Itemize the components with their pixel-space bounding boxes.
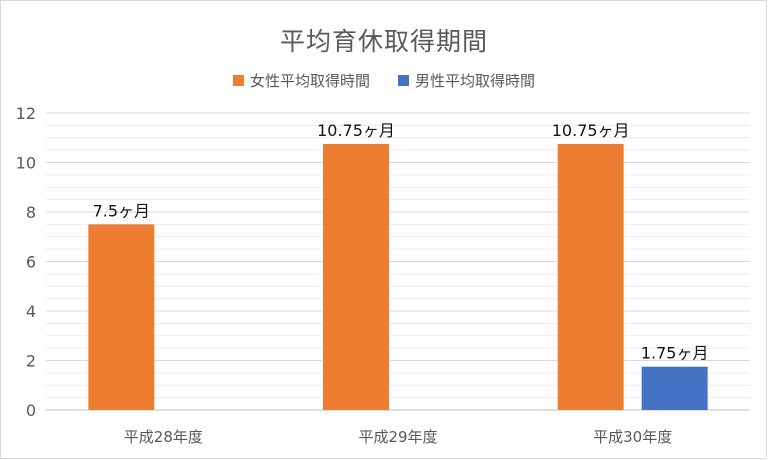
legend-item-male: 男性平均取得時間: [398, 70, 535, 91]
bar: [323, 143, 389, 410]
bar: [88, 224, 155, 410]
legend-label-female: 女性平均取得時間: [249, 72, 370, 90]
y-tick-label: 2: [26, 352, 36, 371]
x-category-label: 平成28年度: [124, 428, 203, 446]
chart-title: 平均育休取得期間: [279, 27, 488, 56]
legend-item-female: 女性平均取得時間: [232, 70, 370, 91]
bar: [641, 366, 708, 410]
bar: [557, 143, 624, 410]
x-category-label: 平成30年度: [593, 428, 672, 446]
y-tick-label: 4: [26, 302, 36, 321]
y-tick-label: 10: [16, 154, 36, 173]
data-label: 10.75ヶ月: [317, 121, 395, 140]
data-label: 10.75ヶ月: [552, 121, 630, 140]
y-tick-label: 12: [16, 104, 36, 123]
data-label: 7.5ヶ月: [93, 201, 150, 220]
legend-swatch-female: [232, 75, 244, 86]
legend: 女性平均取得時間 男性平均取得時間: [0, 70, 768, 91]
y-tick-label: 8: [26, 203, 36, 222]
x-category-label: 平成29年度: [358, 428, 437, 446]
data-label: 1.75ヶ月: [641, 344, 709, 363]
legend-swatch-male: [398, 75, 409, 86]
legend-label-male: 男性平均取得時間: [415, 72, 536, 90]
y-tick-label: 6: [26, 253, 36, 272]
y-tick-label: 0: [26, 401, 36, 420]
